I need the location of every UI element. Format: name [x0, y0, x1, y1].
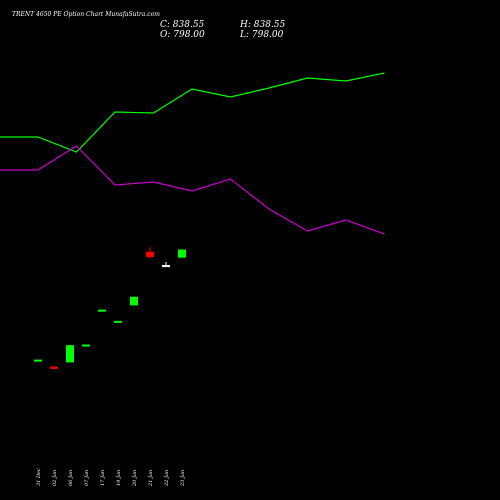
candle-body — [66, 345, 74, 363]
candle — [114, 320, 122, 323]
candle-body — [82, 344, 90, 347]
open-value: O: 798.00 — [160, 30, 205, 40]
candle — [162, 262, 170, 268]
candle — [34, 359, 42, 362]
candle-body — [34, 359, 42, 362]
candle-body — [178, 249, 186, 258]
candle-body — [130, 296, 138, 306]
low-value: L: 798.00 — [240, 30, 284, 40]
candle-body — [50, 366, 58, 369]
candle — [98, 309, 106, 312]
candle-body — [98, 309, 106, 312]
candle — [130, 296, 138, 306]
candle-body — [114, 320, 122, 323]
candles — [34, 247, 186, 370]
candle — [82, 344, 90, 347]
x-tick-label: 07 Jan — [84, 470, 90, 486]
x-tick-label: 31 Dec — [36, 468, 42, 486]
candle — [66, 345, 74, 363]
candle — [178, 249, 186, 258]
x-tick-label: 06 Jan — [68, 470, 74, 486]
close-value: C: 838.55 — [160, 20, 205, 30]
x-tick-label: 20 Jan — [132, 470, 138, 487]
candle — [146, 247, 154, 258]
candle-body — [162, 265, 170, 268]
overlay-lines — [0, 72, 385, 235]
x-tick-label: 19 Jan — [116, 470, 122, 486]
x-tick-label: 17 Jan — [100, 470, 106, 486]
overlay-line-2 — [0, 145, 385, 235]
high-value: H: 838.55 — [240, 20, 286, 30]
candle-body — [146, 251, 154, 258]
chart-title: TRENT 4650 PE Option Chart MunafaSutra.c… — [12, 11, 160, 18]
x-tick-label: 21 Jan — [148, 470, 154, 487]
x-axis-ticks: 31 Dec 02 Jan 06 Jan 07 Jan 17 Jan 19 Jan 20 J… — [36, 468, 186, 487]
x-tick-label: 23 Jan — [180, 470, 186, 487]
overlay-line-1 — [0, 72, 385, 153]
x-tick-label: 02 Jan — [52, 470, 58, 486]
x-tick-label: 22 Jan — [164, 470, 170, 487]
candle — [50, 366, 58, 370]
